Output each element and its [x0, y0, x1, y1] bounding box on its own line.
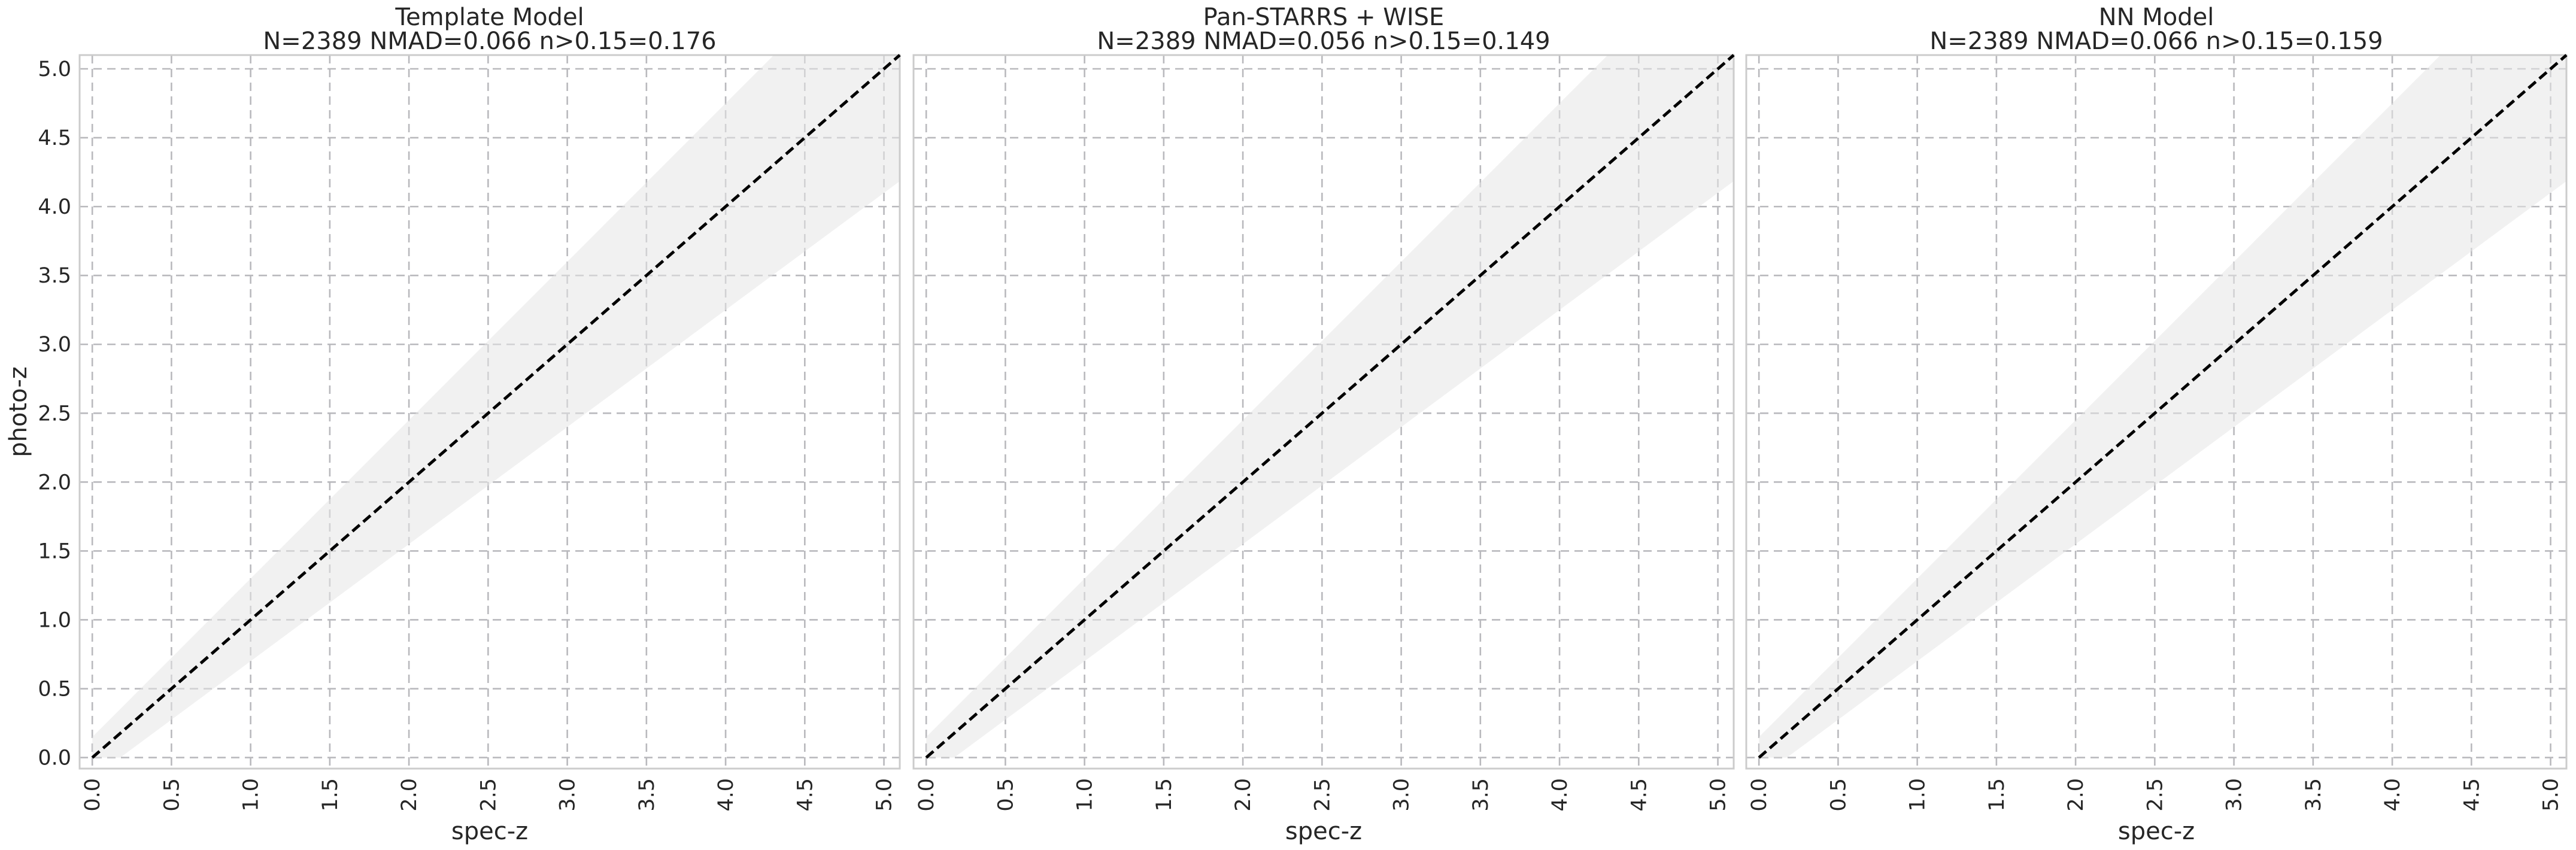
x-tick-label: 2.5	[1310, 778, 1334, 812]
plot-area: 0.0 0.5 1.0 1.5 2.0 2.5 3.0 3.5 4.0 4.5 5.0	[1745, 54, 2568, 812]
y-tick-label: 4.5	[38, 126, 71, 150]
panel-template-model: Template Model N=2389 NMAD=0.066 n>0.15=…	[5, 4, 901, 845]
y-tick-label: 1.5	[38, 539, 71, 563]
x-tick-label: 5.0	[1707, 778, 1731, 812]
x-tick-label: 3.5	[1469, 778, 1493, 812]
x-tick-label: 4.5	[1627, 778, 1651, 812]
x-axis-label: spec-z	[451, 818, 528, 845]
y-tick-label: 3.0	[38, 333, 71, 357]
y-tick-label: 0.5	[38, 678, 71, 702]
x-tick-label: 4.5	[2460, 778, 2484, 812]
y-tick-label: 3.5	[38, 264, 71, 288]
axes-frame	[912, 54, 1735, 770]
panel-subtitle: N=2389 NMAD=0.066 n>0.15=0.159	[1929, 28, 2383, 55]
x-tick-label: 0.5	[1826, 778, 1850, 812]
x-tick-label: 1.0	[239, 778, 263, 812]
x-tick-label: 3.0	[1390, 778, 1414, 812]
panel-pan-starrs-wise: Pan-STARRS + WISE N=2389 NMAD=0.056 n>0.…	[912, 4, 1735, 845]
x-tick-label: 1.5	[1152, 778, 1176, 812]
panel-title: NN Model	[2099, 4, 2214, 31]
x-tick-label: 3.5	[2302, 778, 2326, 812]
x-tick-label: 0.5	[160, 778, 184, 812]
x-axis-label: spec-z	[2118, 818, 2195, 845]
x-tick-label: 4.0	[1548, 778, 1572, 812]
x-tick-label: 4.0	[714, 778, 738, 812]
x-tick-label: 1.0	[1906, 778, 1930, 812]
x-tick-label: 5.0	[873, 778, 897, 812]
x-tick-label: 2.0	[1231, 778, 1255, 812]
x-tick-label: 3.0	[2223, 778, 2247, 812]
y-tick-label: 0.0	[38, 746, 71, 770]
x-tick-label: 2.5	[2143, 778, 2167, 812]
reference-line	[1758, 54, 2568, 759]
x-tick-label: 0.0	[915, 778, 939, 812]
x-tick-label: 4.0	[2381, 778, 2405, 812]
plot-area: 0.0 0.5 1.0 1.5 2.0 2.5 3.0 3.5 4.0 4.5 5.0 0.0 0.5 1…	[38, 54, 901, 812]
y-tick-label: 4.0	[38, 195, 71, 219]
panel-subtitle: N=2389 NMAD=0.066 n>0.15=0.176	[263, 28, 716, 55]
axes-frame	[1745, 54, 2568, 770]
panel-nn-model: NN Model N=2389 NMAD=0.066 n>0.15=0.159 …	[1745, 4, 2568, 845]
x-tick-label: 0.0	[1747, 778, 1771, 812]
y-axis-label: photo-z	[5, 366, 32, 457]
x-tick-label: 2.0	[2064, 778, 2088, 812]
y-tick-label: 5.0	[38, 57, 71, 81]
axes-frame	[78, 54, 901, 770]
y-tick-label: 2.0	[38, 470, 71, 494]
y-tick-label: 1.0	[38, 608, 71, 632]
x-tick-label: 1.5	[318, 778, 342, 812]
x-tick-label: 1.5	[1985, 778, 2009, 812]
panel-subtitle: N=2389 NMAD=0.056 n>0.15=0.149	[1097, 28, 1550, 55]
x-tick-label: 5.0	[2539, 778, 2563, 812]
panel-title: Pan-STARRS + WISE	[1203, 4, 1445, 31]
x-tick-label: 1.0	[1073, 778, 1097, 812]
x-tick-label: 2.0	[398, 778, 421, 812]
x-tick-label: 4.5	[793, 778, 817, 812]
x-tick-label: 2.5	[477, 778, 500, 812]
y-tick-label: 2.5	[38, 402, 71, 426]
panel-title: Template Model	[395, 4, 584, 31]
x-tick-label: 3.5	[635, 778, 659, 812]
reference-line	[91, 54, 901, 759]
plot-area: 0.0 0.5 1.0 1.5 2.0 2.5 3.0 3.5 4.0 4.5 5.0	[912, 54, 1735, 812]
reference-line	[925, 54, 1735, 759]
x-tick-label: 0.5	[994, 778, 1018, 812]
x-tick-label: 3.0	[556, 778, 580, 812]
x-axis-label: spec-z	[1285, 818, 1362, 845]
x-tick-label: 0.0	[81, 778, 105, 812]
